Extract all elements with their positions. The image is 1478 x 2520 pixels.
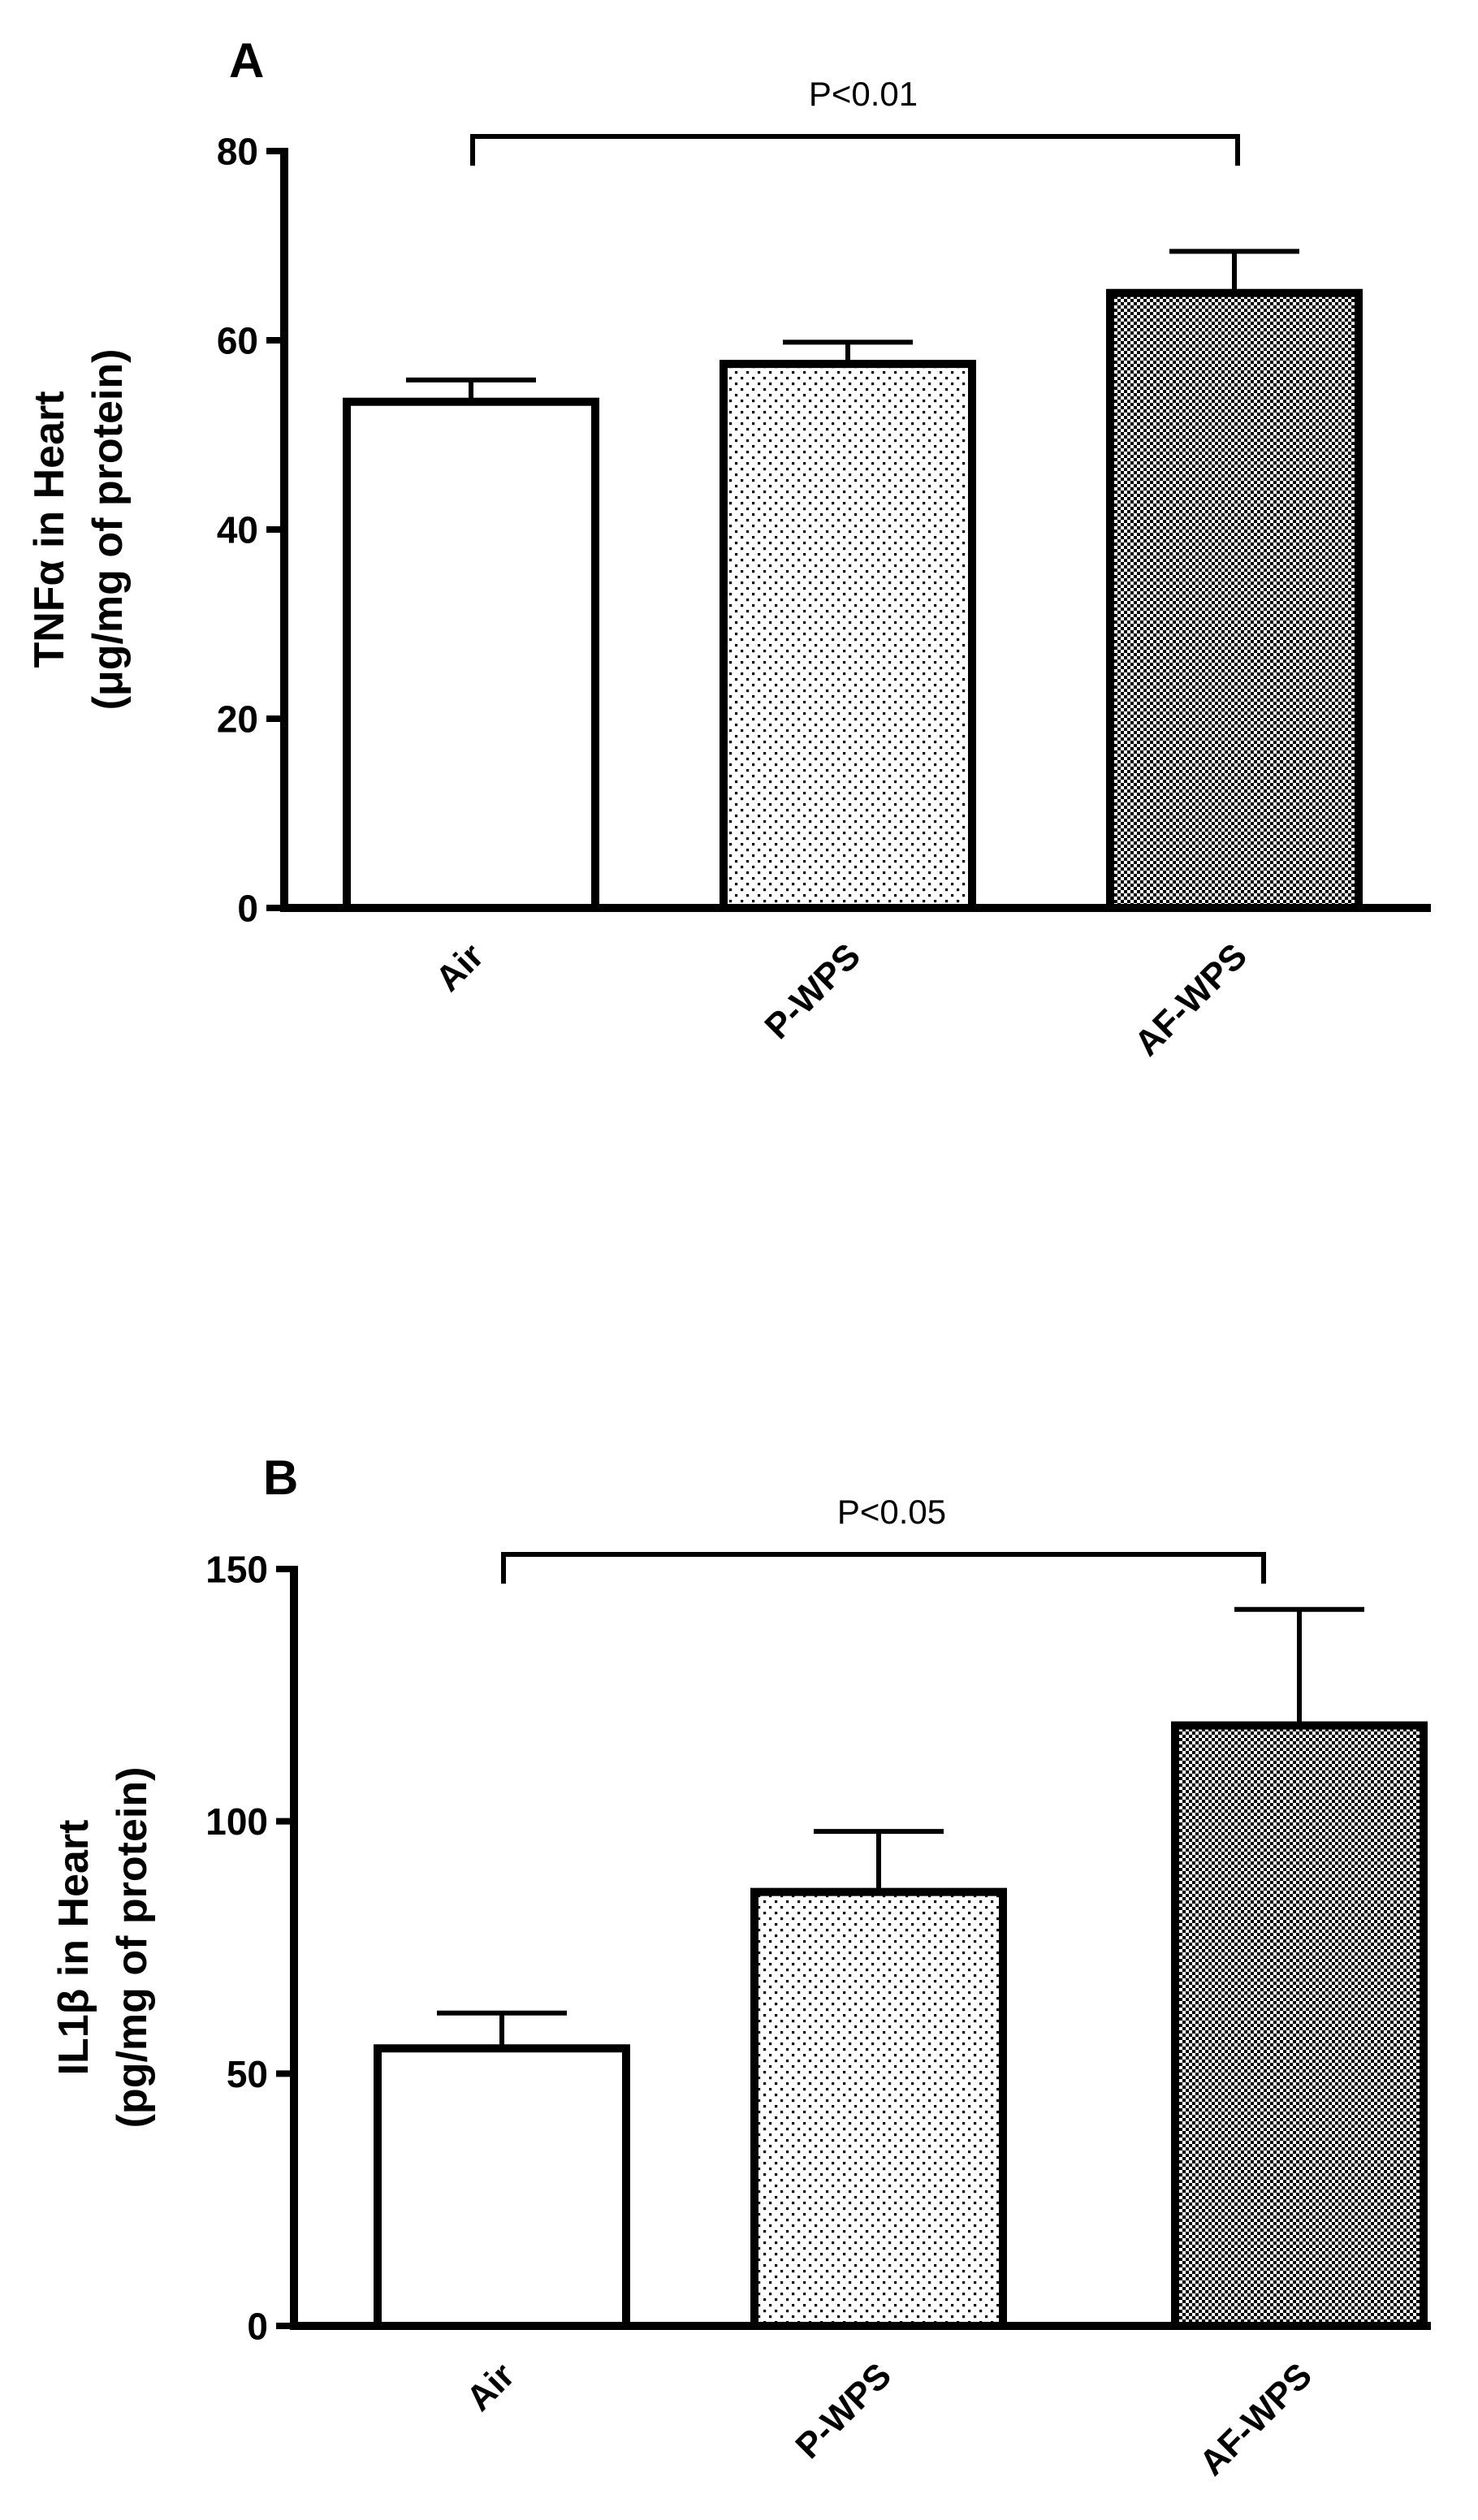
chart-panel-b: B 0 50 100 150 Air P-WPS AF-WPS IL1β in Heart (pg…	[50, 1450, 1431, 2483]
chart-panel-a: A 0 20 40 60 80 Air P-WPS AF-WPS TNFα in Heart (μg…	[26, 33, 1431, 1064]
y-tick-label: 80	[217, 131, 258, 173]
bar-air	[343, 397, 599, 913]
x-category-label: P-WPS	[788, 2355, 899, 2466]
bar-p-wps	[720, 360, 976, 912]
panel-label: B	[263, 1450, 298, 1505]
y-tick-label: 100	[205, 1800, 268, 1843]
bar-air	[374, 2044, 630, 2330]
bar-af-wps	[1106, 288, 1363, 912]
y-axis-title-line2: (pg/mg of protein)	[109, 1767, 156, 2129]
x-category-label: AF-WPS	[1192, 2355, 1320, 2483]
panel-label: A	[229, 33, 264, 88]
x-category-label: Air	[428, 936, 491, 999]
x-category-label: AF-WPS	[1127, 936, 1255, 1063]
y-tick-label: 60	[217, 320, 258, 362]
significance-bracket	[501, 1552, 1266, 1584]
y-tick-label: 20	[217, 698, 258, 741]
y-tick-label: 150	[205, 1549, 268, 1591]
y-tick-label: 40	[217, 509, 258, 551]
y-axis-title-line1: TNFα in Heart	[26, 391, 73, 668]
y-axis-title-line1: IL1β in Heart	[50, 1820, 97, 2076]
bar-af-wps	[1171, 1721, 1428, 2330]
x-category-label: Air	[459, 2355, 522, 2418]
y-tick-label: 50	[227, 2053, 268, 2095]
significance-label: P<0.05	[837, 1493, 946, 1531]
y-tick-label: 0	[237, 888, 258, 930]
x-category-label: P-WPS	[757, 936, 868, 1047]
y-tick-label: 0	[247, 2306, 268, 2348]
bar-p-wps	[750, 1887, 1007, 2330]
significance-label: P<0.01	[809, 75, 918, 113]
y-axis-title-line2: (μg/mg of protein)	[84, 349, 132, 711]
significance-bracket	[470, 134, 1240, 166]
